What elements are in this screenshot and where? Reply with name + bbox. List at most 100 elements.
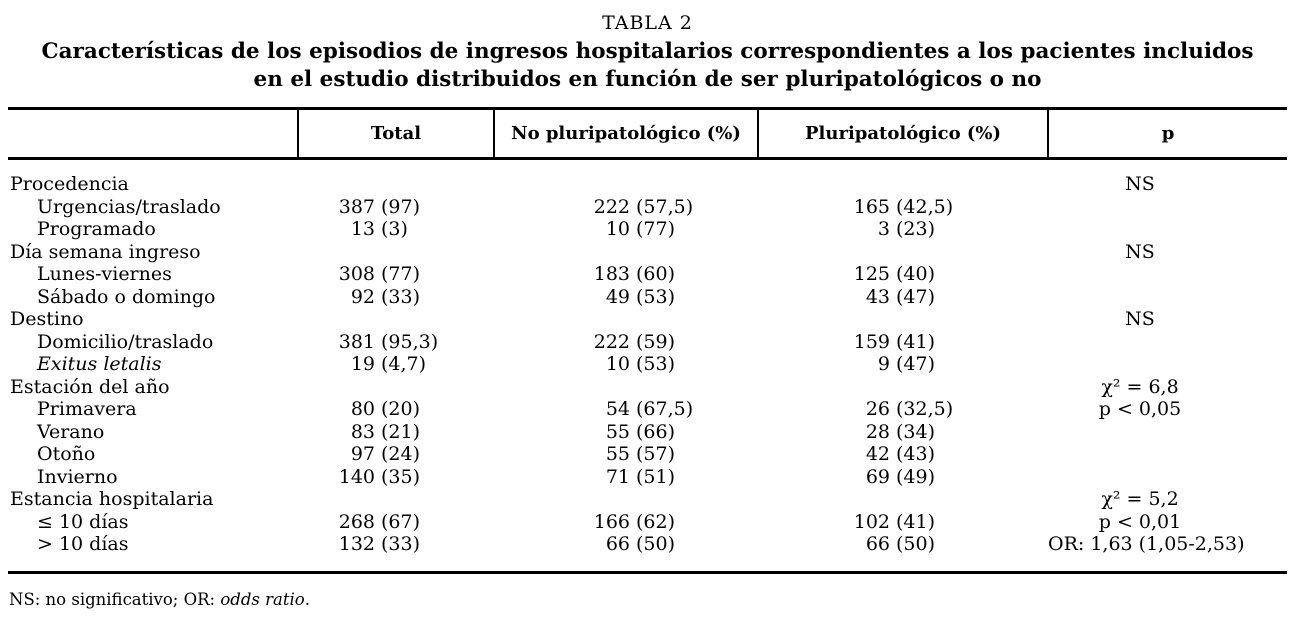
total-cell: 140 (35) (298, 466, 494, 489)
table-row: Lunes-viernes 308 (77) 183 (60) 125 (40) (8, 263, 1287, 286)
row-label: Día semana ingreso (10, 240, 201, 263)
table-number-label: TABLA 2 (602, 12, 693, 34)
cell-percentage: (67,5) (636, 398, 694, 420)
no-pluripatologico-cell (494, 159, 758, 196)
p-value-cell: OR: 1,63 (1,05-2,53) (1048, 533, 1245, 555)
pluripatologico-cell: 69 (49) (758, 466, 1048, 489)
cell-percentage: (50) (636, 533, 676, 555)
cell-count: 19 (350, 353, 375, 375)
p-value-cell (1048, 443, 1287, 466)
cell-count: 10 (605, 353, 630, 375)
row-label: Domicilio/traslado (37, 330, 214, 353)
cell-percentage: (47) (896, 285, 936, 308)
table-title-line1: Características de los episodios de ingr… (41, 39, 1254, 64)
cell-count: 125 (853, 263, 890, 285)
pluripatologico-cell: 26 (32,5) (758, 398, 1048, 421)
row-label: Lunes-viernes (37, 263, 172, 285)
cell-count: 97 (350, 443, 375, 465)
cell-count: 55 (605, 420, 630, 443)
cell-percentage: (41) (896, 510, 936, 533)
p-value-cell: NS (1125, 308, 1155, 330)
cell-count: 222 (593, 195, 630, 218)
total-cell: 19 (4,7) (298, 353, 494, 376)
pluripatologico-cell: 125 (40) (758, 263, 1048, 286)
total-cell: 308 (77) (298, 263, 494, 286)
row-label: Estación del año (10, 375, 170, 398)
total-cell: 97 (24) (298, 443, 494, 466)
pluripatologico-cell (758, 159, 1048, 196)
no-pluripatologico-cell: 71 (51) (494, 466, 758, 489)
total-cell (298, 308, 494, 331)
row-label: Primavera (37, 398, 137, 420)
footnote-period: . (304, 589, 310, 609)
column-header-no-pluripatologico: No pluripatológico (%) (493, 107, 758, 160)
no-pluripatologico-cell (494, 488, 758, 511)
p-value-cell: NS (1125, 173, 1155, 195)
total-cell: 132 (33) (298, 533, 494, 572)
row-label: Verano (37, 420, 105, 443)
pluripatologico-cell: 42 (43) (758, 443, 1048, 466)
row-label: Estancia hospitalaria (10, 488, 214, 510)
no-pluripatologico-cell: 49 (53) (494, 286, 758, 309)
row-label: Procedencia (10, 173, 129, 195)
p-value-cell (1048, 263, 1287, 286)
pluripatologico-cell: 43 (47) (758, 286, 1048, 309)
header-row: Total No pluripatológico (%) Pluripatoló… (8, 107, 1287, 160)
cell-percentage: (60) (636, 263, 676, 285)
cell-count: 28 (865, 420, 890, 443)
no-pluripatologico-cell: 183 (60) (494, 263, 758, 286)
no-pluripatologico-cell (494, 376, 758, 399)
pluripatologico-cell: 165 (42,5) (758, 196, 1048, 219)
table-body: Procedencia NS Urgencias/traslado 387 (97) 22… (8, 159, 1287, 573)
cell-count: 387 (338, 195, 375, 218)
total-cell: 268 (67) (298, 511, 494, 534)
row-label: Otoño (37, 443, 96, 465)
cell-count: 66 (605, 533, 630, 555)
cell-count: 69 (865, 465, 890, 488)
p-value-cell: NS (1125, 240, 1155, 263)
cell-count: 55 (605, 443, 630, 465)
cell-count: 268 (338, 510, 375, 533)
total-cell: 13 (3) (298, 218, 494, 241)
no-pluripatologico-cell: 10 (77) (494, 218, 758, 241)
total-cell (298, 241, 494, 264)
p-value-cell (1048, 218, 1287, 241)
cell-count: 66 (865, 533, 890, 555)
p-value-cell: χ² = 6,8 (1101, 375, 1179, 398)
row-label: Programado (37, 218, 156, 240)
table-title-line2: en el estudio distribuidos en función de… (253, 67, 1042, 92)
cell-percentage: (51) (636, 465, 676, 488)
cell-count: 43 (865, 285, 890, 308)
no-pluripatologico-cell: 166 (62) (494, 511, 758, 534)
cell-count: 140 (338, 465, 375, 488)
cell-count: 83 (350, 420, 375, 443)
cell-count: 42 (865, 443, 890, 465)
cell-count: 9 (877, 353, 890, 375)
no-pluripatologico-cell: 10 (53) (494, 353, 758, 376)
cell-percentage: (77) (381, 263, 421, 285)
pluripatologico-cell (758, 241, 1048, 264)
row-label: Urgencias/traslado (37, 195, 221, 218)
cell-percentage: (33) (381, 533, 421, 555)
cell-percentage: (23) (896, 218, 936, 240)
cell-percentage: (57) (636, 443, 676, 465)
cell-count: 308 (338, 263, 375, 285)
cell-percentage: (53) (636, 285, 676, 308)
cell-count: 165 (853, 195, 890, 218)
cell-percentage: (35) (381, 465, 421, 488)
table-row: Programado 13 (3) 10 (77) 3 (23) (8, 218, 1287, 241)
table-row: Exitus letalis 19 (4,7) 10 (53) 9 (47) (8, 353, 1287, 376)
pluripatologico-cell: 3 (23) (758, 218, 1048, 241)
cell-count: 13 (350, 218, 375, 240)
cell-percentage: (20) (381, 398, 421, 420)
cell-percentage: (21) (381, 420, 421, 443)
cell-count: 71 (605, 465, 630, 488)
cell-percentage: (32,5) (896, 398, 954, 420)
p-value-cell: χ² = 5,2 (1101, 488, 1179, 510)
row-label: Sábado o domingo (37, 285, 216, 308)
table-row: Otoño 97 (24) 55 (57) 42 (43) (8, 443, 1287, 466)
cell-count: 381 (338, 330, 375, 353)
footnote-italic-text: odds ratio (220, 589, 305, 609)
footnote-text: NS: no significativo; OR: (9, 589, 221, 609)
